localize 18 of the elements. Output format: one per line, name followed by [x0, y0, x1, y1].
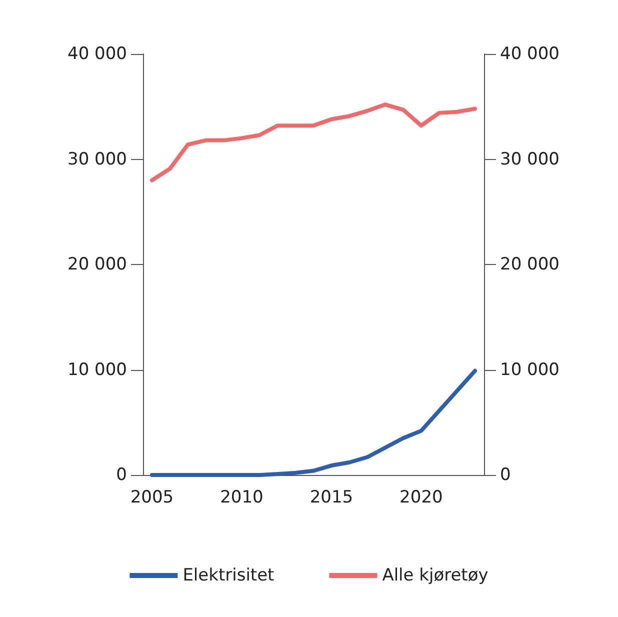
y2-tick-label: 30 000 [500, 149, 560, 170]
y2-tick-label: 20 000 [500, 254, 560, 274]
legend-label: Alle kjøretøy [382, 566, 488, 586]
y-tick-label: 20 000 [68, 254, 127, 274]
y-tick-label: 10 000 [68, 360, 127, 380]
y-tick-label: 40 000 [68, 44, 127, 64]
y2-tick-label: 0 [500, 465, 511, 485]
line-series [150, 368, 478, 477]
y2-tick-label: 10 000 [500, 360, 560, 380]
x-tick-label: 2020 [400, 488, 443, 508]
y2-tick-label: 40 000 [500, 44, 560, 64]
x-tick-label: 2010 [220, 488, 264, 508]
x-tick-label: 2015 [310, 488, 354, 508]
y-tick-label: 30 000 [68, 149, 127, 170]
y-tick-label: 0 [116, 465, 127, 485]
x-tick-label: 2005 [130, 488, 174, 508]
line-series [150, 102, 478, 182]
legend-label: Elektrisitet [182, 566, 275, 586]
